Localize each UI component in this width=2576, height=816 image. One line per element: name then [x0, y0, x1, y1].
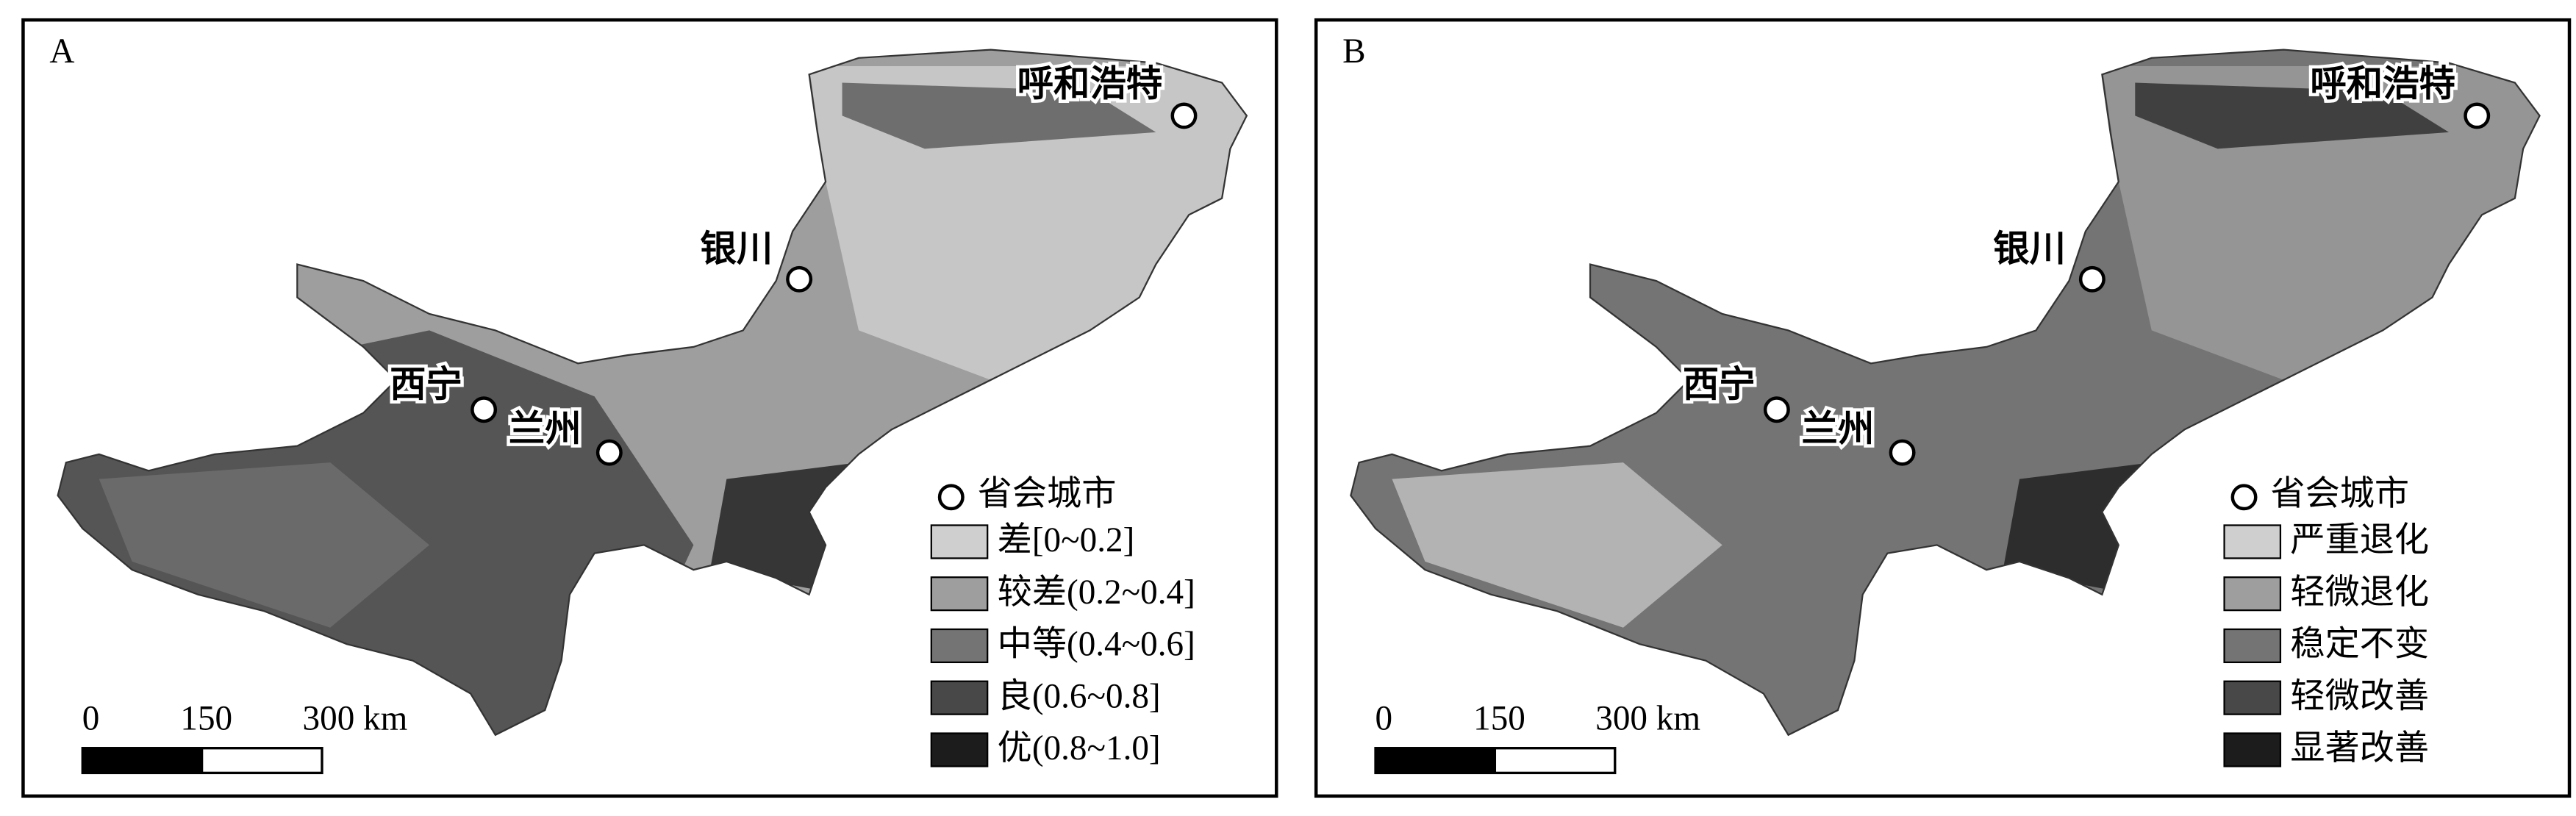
legend-city-symbol — [937, 484, 965, 511]
city-label: 西宁 — [1683, 362, 1756, 405]
city-marker — [1170, 102, 1198, 129]
legend-label: 稳定不变 — [2290, 626, 2429, 664]
legend-swatch — [2223, 732, 2282, 767]
legend-swatch — [2223, 576, 2282, 612]
legend-swatch — [930, 576, 989, 612]
legend-swatch — [930, 524, 989, 559]
panel-label: B — [1342, 32, 1365, 71]
city-label: 银川 — [700, 227, 773, 270]
legend-bg — [2211, 472, 2541, 779]
city-label: 银川 — [1993, 227, 2066, 270]
legend-label: 良(0.6~0.8] — [998, 677, 1161, 715]
city-marker — [1889, 439, 1916, 466]
scale-label: 0 — [82, 700, 100, 738]
city-label: 兰州 — [1802, 407, 1875, 450]
legend-city-label: 省会城市 — [978, 475, 1117, 513]
city-marker — [471, 396, 498, 423]
region-zone — [99, 462, 429, 628]
city-label: 兰州 — [509, 407, 582, 450]
legend-bg — [917, 472, 1249, 779]
legend-label: 轻微改善 — [2290, 677, 2429, 715]
city-marker — [595, 439, 623, 466]
city-label: 呼和浩特 — [1017, 62, 1163, 105]
legend-label: 严重退化 — [2290, 521, 2429, 559]
scale-label: 0 — [1375, 700, 1392, 738]
legend-swatch — [930, 680, 989, 715]
city-marker — [786, 265, 813, 293]
city-label: 呼和浩特 — [2310, 62, 2455, 105]
city-label: 西宁 — [390, 362, 462, 405]
city-marker — [2078, 265, 2105, 293]
scale-bar-black — [1375, 748, 1497, 773]
legend-swatch — [2223, 680, 2282, 715]
legend-label: 较差(0.2~0.4] — [998, 573, 1195, 612]
legend-swatch — [2223, 524, 2282, 559]
panel-label: A — [49, 32, 74, 71]
city-marker — [2464, 102, 2491, 129]
legend-label: 优(0.8~1.0] — [998, 729, 1161, 767]
scale-label: 300 km — [1595, 700, 1700, 738]
legend-swatch — [930, 628, 989, 664]
scale-bar-black — [82, 748, 204, 773]
legend-label: 轻微退化 — [2290, 573, 2429, 612]
region-zone — [1392, 462, 1722, 628]
region-zone — [2135, 82, 2450, 149]
legend-label: 中等(0.4~0.6] — [998, 626, 1195, 664]
legend-city-label: 省会城市 — [2270, 475, 2409, 513]
region-zone — [842, 82, 1156, 149]
legend-label: 差[0~0.2] — [998, 521, 1135, 559]
scale-label: 150 — [180, 700, 232, 738]
legend-city-symbol — [2230, 484, 2258, 511]
legend-swatch — [930, 732, 989, 767]
legend-label: 显著改善 — [2290, 729, 2429, 767]
city-marker — [1763, 396, 1790, 423]
scale-label: 150 — [1473, 700, 1525, 738]
scale-label: 300 km — [303, 700, 408, 738]
legend-swatch — [2223, 628, 2282, 664]
